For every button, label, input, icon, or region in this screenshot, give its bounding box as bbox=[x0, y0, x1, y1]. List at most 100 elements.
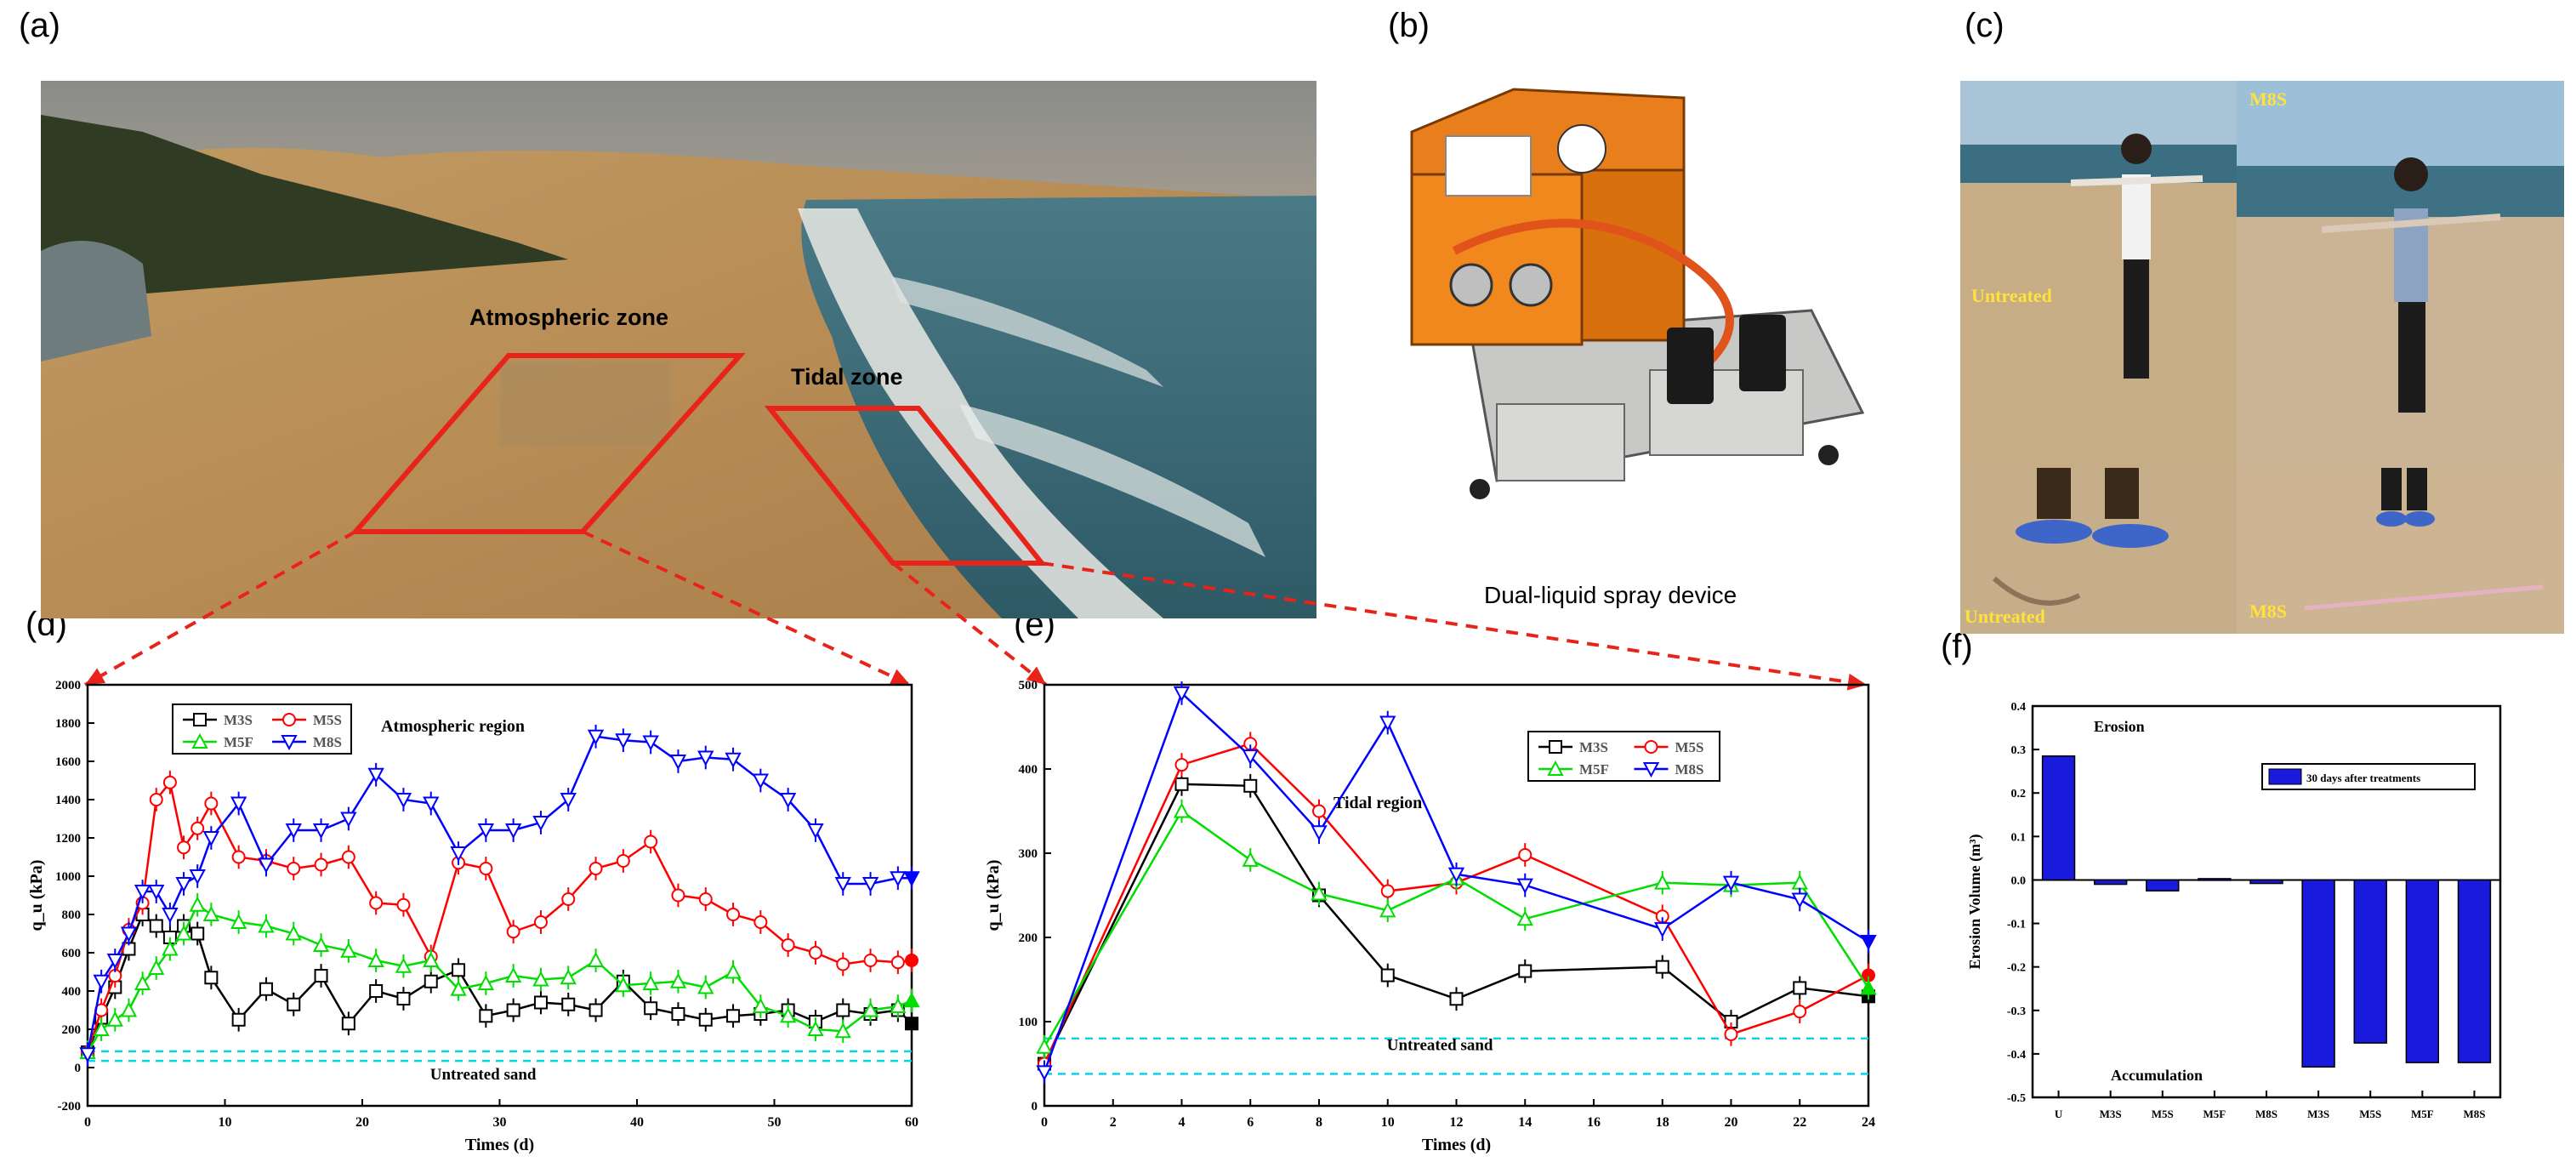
y-tick-label: 100 bbox=[1019, 1016, 1038, 1029]
x-tick-label: 20 bbox=[355, 1115, 369, 1130]
y-tick-label: 500 bbox=[1019, 679, 1038, 692]
zoom-arrow-head bbox=[1846, 673, 1867, 691]
data-point-m5f bbox=[1173, 802, 1191, 818]
data-point-m5f bbox=[1516, 910, 1533, 926]
data-point-m8s bbox=[1447, 867, 1465, 883]
data-point-m5f bbox=[1242, 851, 1259, 867]
data-point-m5s bbox=[561, 892, 576, 906]
data-point-m8s bbox=[1379, 715, 1396, 732]
data-point-m5f bbox=[93, 1020, 110, 1036]
bar-legend-swatch bbox=[2268, 768, 2302, 785]
bar-y-tick-label: 0.4 bbox=[2011, 701, 2027, 714]
x-tick-label: 2 bbox=[1110, 1115, 1117, 1130]
data-point-m8s bbox=[134, 885, 151, 901]
x-tick-label: 18 bbox=[1656, 1115, 1669, 1130]
data-point-m5f bbox=[1379, 902, 1396, 918]
x-tick-label: 24 bbox=[1862, 1115, 1875, 1130]
x-tick-label: 6 bbox=[1247, 1115, 1254, 1130]
data-point-m5f bbox=[669, 972, 687, 988]
data-point-m3s bbox=[698, 1012, 713, 1027]
bar-category-label: M8S bbox=[2463, 1108, 2485, 1120]
bar-y-tick-label: 0.3 bbox=[2011, 744, 2027, 757]
data-point-m5s bbox=[396, 897, 411, 912]
data-point-m5f bbox=[587, 951, 605, 967]
data-point-m8s bbox=[1791, 892, 1808, 909]
x-tick-label: 30 bbox=[493, 1115, 507, 1130]
data-point-m8s bbox=[258, 857, 275, 874]
data-point-m5f bbox=[725, 963, 742, 979]
series-line-m3s bbox=[1043, 783, 1869, 1065]
data-point-m5f bbox=[162, 940, 179, 956]
y-axis-label: q_u (kPa) bbox=[984, 860, 1003, 931]
data-point-m8s bbox=[395, 793, 412, 809]
bar-category-label: M5F bbox=[2204, 1108, 2226, 1120]
data-point-m5s bbox=[479, 862, 493, 875]
data-point-m5f bbox=[189, 896, 206, 912]
data-point-m8s bbox=[779, 793, 797, 809]
photo-label-untreated-top: Untreated bbox=[1971, 285, 2052, 306]
data-point-m5s bbox=[890, 955, 905, 970]
data-point-m8s bbox=[340, 812, 357, 828]
y-tick-label: 200 bbox=[1019, 931, 1038, 945]
spray-device-caption: Dual-liquid spray device bbox=[1484, 582, 1737, 608]
panel-label-b: (b) bbox=[1388, 7, 1430, 44]
data-point-m3s bbox=[204, 971, 219, 985]
bar-2 bbox=[2146, 879, 2180, 891]
data-point-m3s bbox=[424, 974, 438, 988]
data-point-m5f bbox=[202, 905, 220, 921]
legend-marker-m8s bbox=[1642, 762, 1660, 778]
y-tick-label: 1200 bbox=[55, 832, 81, 846]
data-point-m3s bbox=[836, 1003, 850, 1017]
data-point-m8s bbox=[725, 752, 742, 768]
y-tick-label: 1000 bbox=[55, 870, 81, 884]
legend-label-m5s: M5S bbox=[313, 712, 342, 728]
data-point-m5f bbox=[106, 1011, 123, 1027]
data-point-m5s bbox=[149, 793, 163, 806]
data-point-m5f bbox=[134, 974, 151, 990]
data-point-m8s bbox=[1036, 1065, 1053, 1081]
data-point-m8s bbox=[423, 796, 440, 812]
zoom-arrow-line bbox=[1041, 561, 1868, 686]
data-point-m5s bbox=[616, 854, 630, 868]
data-point-m5s bbox=[698, 892, 713, 906]
panel-label-c: (c) bbox=[1965, 7, 2005, 44]
data-point-m5s bbox=[162, 775, 177, 789]
photo-label-untreated-bottom: Untreated bbox=[1965, 606, 2045, 627]
data-point-m3s bbox=[396, 992, 411, 1005]
untreated-sand-label: Untreated sand bbox=[430, 1066, 537, 1084]
data-point-m8s bbox=[148, 885, 165, 901]
data-point-m5s bbox=[1312, 804, 1326, 818]
data-point-m8s bbox=[477, 823, 495, 840]
y-tick-label: 1600 bbox=[55, 755, 81, 769]
legend-label-m5f: M5F bbox=[1579, 761, 1609, 778]
legend-marker-m3s bbox=[193, 713, 207, 726]
data-point-m3s bbox=[1243, 778, 1258, 793]
data-point-m8s bbox=[106, 954, 123, 970]
bar-category-label: M3S bbox=[2307, 1108, 2329, 1120]
data-point-m5f bbox=[752, 997, 770, 1013]
data-point-m8s bbox=[367, 767, 384, 783]
data-point-m3s bbox=[644, 1001, 658, 1016]
data-point-m8s bbox=[504, 823, 522, 840]
bar-y-tick-label: -0.4 bbox=[2007, 1049, 2026, 1062]
photo-label-m8s-bottom: M8S bbox=[2249, 601, 2287, 622]
data-point-m5s bbox=[589, 862, 603, 875]
x-tick-label: 0 bbox=[1041, 1115, 1048, 1130]
data-point-m5s bbox=[231, 850, 246, 864]
data-point-m5f bbox=[120, 1001, 138, 1017]
data-point-m5f bbox=[258, 917, 275, 933]
atmospheric-zone-label: Atmospheric zone bbox=[469, 305, 669, 330]
legend-label-m3s: M3S bbox=[1579, 739, 1608, 755]
data-point-m8s bbox=[752, 773, 770, 789]
erosion-annotation: Erosion bbox=[2094, 718, 2145, 735]
untreated-standing-photo bbox=[1960, 81, 2237, 468]
photo-label-m8s-top: M8S bbox=[2249, 88, 2287, 110]
data-point-m5f bbox=[230, 913, 247, 929]
data-point-m3s bbox=[726, 1009, 741, 1023]
legend-label-m3s: M3S bbox=[224, 712, 253, 728]
data-point-m8s bbox=[1860, 934, 1877, 951]
legend-marker-m5s bbox=[282, 713, 296, 726]
bar-y-tick-label: 0.0 bbox=[2011, 874, 2027, 887]
data-point-m3s bbox=[1380, 968, 1395, 983]
data-point-m5s bbox=[506, 925, 520, 939]
